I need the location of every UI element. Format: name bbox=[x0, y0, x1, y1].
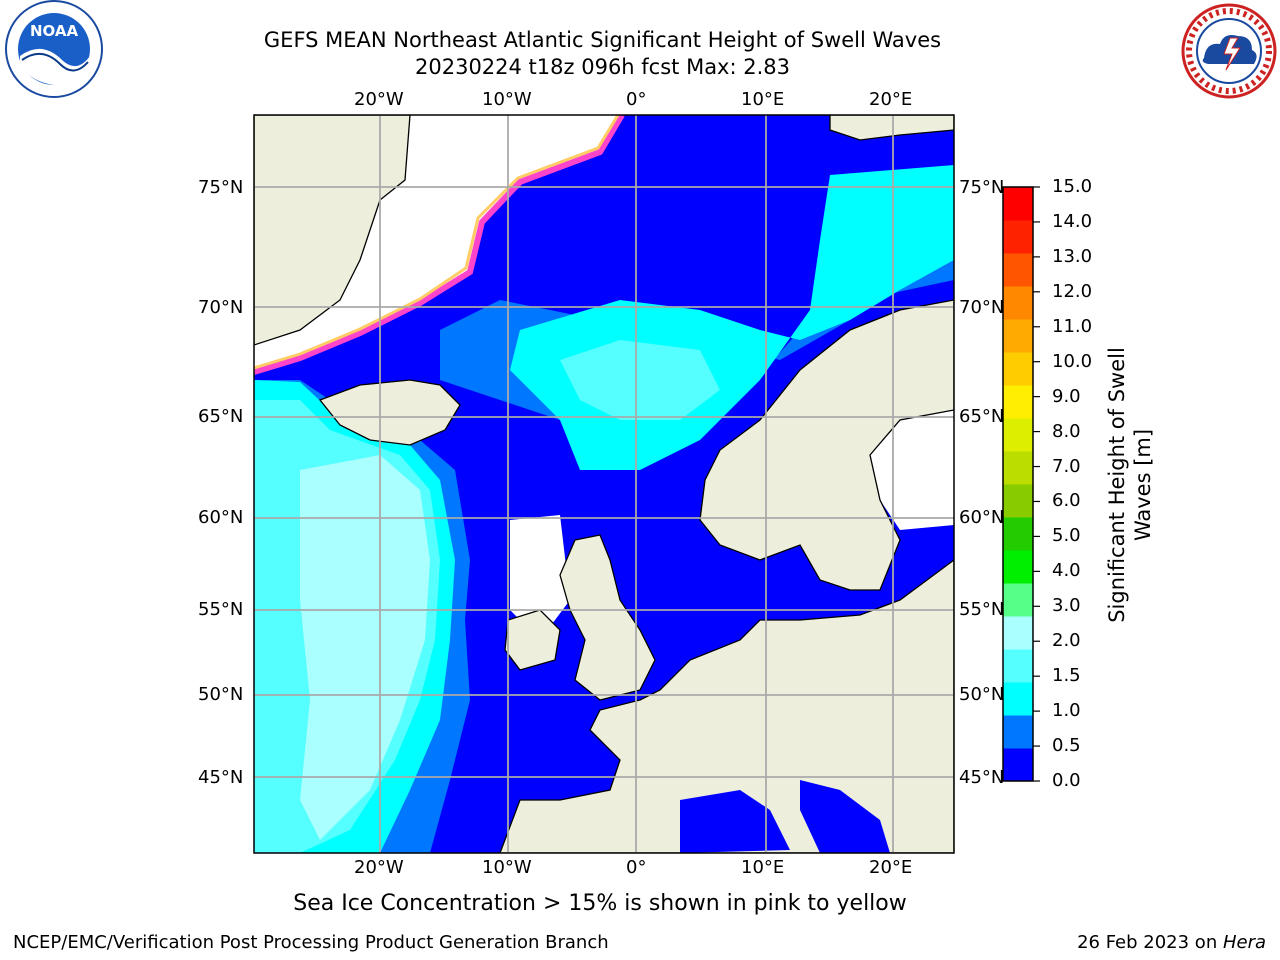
lon-label-top-10w: 10°W bbox=[482, 89, 532, 110]
colorbar-segment bbox=[1003, 451, 1033, 485]
lat-label-right-70n: 70°N bbox=[959, 297, 1005, 318]
footer-date: 26 Feb 2023 on bbox=[1077, 932, 1223, 953]
lon-label-bottom-20w: 20°W bbox=[354, 857, 404, 878]
nws-logo bbox=[1180, 2, 1278, 100]
lon-label-top-20e: 20°E bbox=[869, 89, 913, 110]
colorbar-segment bbox=[1003, 550, 1033, 584]
colorbar-segment bbox=[1003, 649, 1033, 683]
colorbar-segment bbox=[1003, 517, 1033, 551]
colorbar-tick-label: 9.0 bbox=[1052, 385, 1081, 407]
colorbar-tick-label: 12.0 bbox=[1052, 280, 1093, 302]
white-patch-scotland bbox=[510, 515, 570, 640]
colorbar-segment bbox=[1003, 682, 1033, 716]
colorbar-tick-label: 8.0 bbox=[1052, 420, 1081, 442]
mediterranean-sea bbox=[680, 790, 790, 853]
colorbar-tick-label: 2.0 bbox=[1052, 630, 1081, 652]
lon-label-bottom-20e: 20°E bbox=[869, 857, 913, 878]
colorbar-tick-label: 13.0 bbox=[1052, 245, 1093, 267]
colorbar-frame bbox=[1002, 186, 1034, 782]
colorbar-tick-label: 0.0 bbox=[1052, 770, 1081, 791]
colorbar-segment bbox=[1003, 418, 1033, 452]
map-field bbox=[254, 115, 954, 853]
footer-right: 26 Feb 2023 on Hera bbox=[1077, 932, 1266, 953]
lon-label-bottom-10w: 10°W bbox=[482, 857, 532, 878]
colorbar-segment bbox=[1003, 715, 1033, 749]
colorbar-tick-label: 0.5 bbox=[1052, 735, 1081, 757]
lat-label-right-45n: 45°N bbox=[959, 767, 1005, 788]
swell-band-4 bbox=[300, 455, 430, 840]
colorbar-title: Significant Height of Swell Waves [m] bbox=[1104, 347, 1156, 623]
lat-label-right-75n: 75°N bbox=[959, 177, 1005, 198]
colorbar-segment bbox=[1003, 385, 1033, 419]
sea-ice-edge-yellow bbox=[254, 115, 620, 370]
colorbar-tick-label: 1.5 bbox=[1052, 665, 1081, 687]
lat-label-left-75n: 75°N bbox=[198, 177, 244, 198]
colorbar-tick-label: 5.0 bbox=[1052, 525, 1081, 547]
lat-label-left-45n: 45°N bbox=[198, 767, 244, 788]
colorbar-segment bbox=[1003, 484, 1033, 518]
lat-label-right-50n: 50°N bbox=[959, 684, 1005, 705]
colorbar-title-line2: Waves [m] bbox=[1131, 428, 1155, 542]
colorbar bbox=[1002, 186, 1040, 782]
graticule bbox=[254, 115, 954, 853]
map-frame bbox=[253, 114, 955, 854]
colorbar-segment bbox=[1003, 583, 1033, 617]
colorbar-tick-label: 6.0 bbox=[1052, 490, 1081, 512]
lat-label-left-50n: 50°N bbox=[198, 684, 244, 705]
chart-title: GEFS MEAN Northeast Atlantic Significant… bbox=[263, 28, 942, 52]
colorbar-segment bbox=[1003, 319, 1033, 353]
noaa-logo: NOAA bbox=[2, 0, 106, 100]
lat-label-left-70n: 70°N bbox=[198, 297, 244, 318]
colorbar-tick-label: 7.0 bbox=[1052, 455, 1081, 477]
colorbar-tick-label: 1.0 bbox=[1052, 700, 1081, 722]
colorbar-tick-label: 4.0 bbox=[1052, 560, 1081, 582]
colorbar-segment bbox=[1003, 286, 1033, 320]
lat-label-right-60n: 60°N bbox=[959, 507, 1005, 528]
noaa-logo-text: NOAA bbox=[30, 22, 79, 40]
colorbar-segment bbox=[1003, 220, 1033, 254]
lon-label-bottom-10e: 10°E bbox=[741, 857, 785, 878]
lon-label-top-10e: 10°E bbox=[741, 89, 785, 110]
continental-europe-land bbox=[499, 559, 954, 853]
colorbar-segment bbox=[1003, 352, 1033, 386]
sea-ice-note: Sea Ice Concentration > 15% is shown in … bbox=[293, 891, 907, 916]
lat-label-left-55n: 55°N bbox=[198, 599, 244, 620]
footer-host: Hera bbox=[1222, 932, 1266, 953]
colorbar-segment bbox=[1003, 748, 1033, 782]
colorbar-segment bbox=[1003, 253, 1033, 287]
colorbar-title-line1: Significant Height of Swell bbox=[1105, 347, 1129, 623]
colorbar-segment bbox=[1003, 616, 1033, 650]
chart-subtitle: 20230224 t18z 096h fcst Max: 2.83 bbox=[415, 55, 790, 79]
footer-left: NCEP/EMC/Verification Post Processing Pr… bbox=[13, 932, 609, 953]
lat-label-left-60n: 60°N bbox=[198, 507, 244, 528]
lat-label-right-55n: 55°N bbox=[959, 599, 1005, 620]
adriatic-sea bbox=[800, 780, 890, 853]
lon-label-top-20w: 20°W bbox=[354, 89, 404, 110]
lon-label-bottom-0: 0° bbox=[626, 857, 647, 878]
lat-label-right-65n: 65°N bbox=[959, 406, 1005, 427]
colorbar-tick-label: 10.0 bbox=[1052, 350, 1093, 372]
colorbar-tick-label: 11.0 bbox=[1052, 315, 1093, 337]
lat-label-left-65n: 65°N bbox=[198, 406, 244, 427]
lon-label-top-0: 0° bbox=[626, 89, 647, 110]
svalbard-land bbox=[829, 115, 954, 141]
colorbar-segment bbox=[1003, 187, 1033, 221]
swell-band-ne-3 bbox=[560, 340, 720, 420]
colorbar-tick-label: 3.0 bbox=[1052, 595, 1081, 617]
greenland-land bbox=[254, 115, 411, 346]
sea-ice-edge bbox=[254, 115, 625, 375]
colorbar-tick-label: 15.0 bbox=[1052, 176, 1093, 197]
colorbar-tick-label: 14.0 bbox=[1052, 210, 1093, 232]
